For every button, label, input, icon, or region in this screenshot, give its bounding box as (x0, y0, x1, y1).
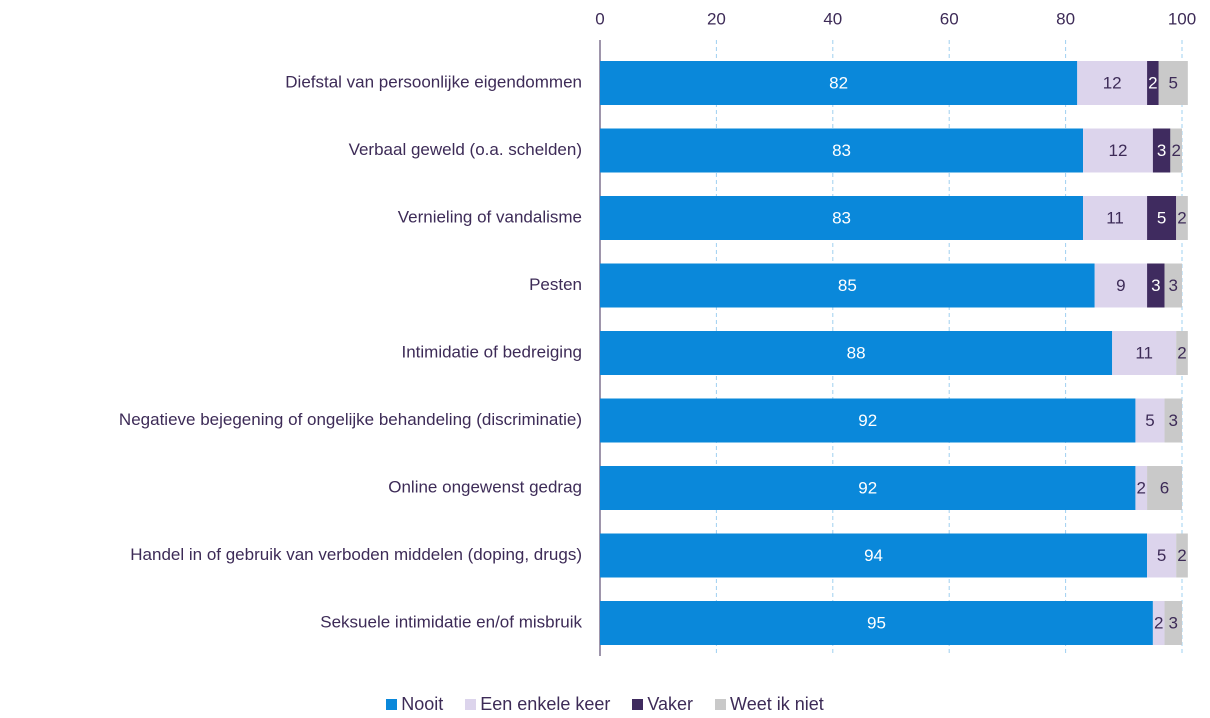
bar-segment (1152, 128, 1171, 173)
legend-item: Weet ik niet (715, 694, 824, 715)
bar-segment (1135, 466, 1148, 510)
bar-segment (600, 331, 1113, 375)
bar-segment (1147, 466, 1182, 510)
data-label: 3 (1169, 613, 1178, 632)
bar-segment (1176, 196, 1188, 240)
bar-segment (1083, 196, 1148, 240)
data-label: 5 (1145, 411, 1154, 430)
data-label: 92 (858, 478, 877, 497)
y-tick-label: Pesten (529, 275, 582, 294)
data-label: 5 (1157, 546, 1166, 565)
bar-segment (1147, 533, 1177, 578)
data-label: 2 (1177, 343, 1186, 362)
bar-segment (1083, 128, 1153, 173)
y-tick-label: Diefstal van persoonlijke eigendommen (285, 72, 582, 91)
data-label: 6 (1160, 478, 1169, 497)
y-tick-label: Negatieve bejegening of ongelijke behand… (119, 410, 582, 429)
bar-segment (1077, 61, 1148, 105)
bar-segment (1158, 61, 1188, 105)
bar-segment (600, 61, 1078, 105)
data-label: 2 (1171, 141, 1180, 160)
data-label: 83 (832, 141, 851, 160)
y-tick-label: Handel in of gebruik van verboden middel… (130, 545, 582, 564)
legend-swatch (715, 699, 727, 710)
data-label: 3 (1169, 411, 1178, 430)
data-label: 82 (829, 73, 848, 92)
bar-segment (1094, 263, 1148, 308)
bar-segment (1147, 263, 1165, 308)
legend-label: Nooit (401, 694, 444, 714)
chart: 0 20 40 60 80 100 Diefstal van persoonlijke ei… (119, 9, 1196, 656)
legend-label: Weet ik niet (730, 694, 824, 714)
data-label: 2 (1177, 546, 1186, 565)
bar-segment (1164, 263, 1182, 308)
bar-segment (600, 263, 1095, 308)
y-tick-label: Vernieling of vandalisme (398, 207, 582, 226)
data-label: 85 (838, 276, 857, 295)
legend-item: Vaker (632, 694, 693, 715)
y-tick-label: Seksuele intimidatie en/of misbruik (320, 612, 582, 631)
data-label: 3 (1151, 276, 1160, 295)
y-tick-label: Intimidatie of bedreiging (401, 342, 582, 361)
bar-segment (1135, 398, 1165, 443)
data-label: 88 (847, 343, 866, 362)
data-label: 12 (1103, 73, 1122, 92)
bar-segment (600, 466, 1136, 510)
data-label: 83 (832, 208, 851, 227)
data-label: 12 (1109, 141, 1128, 160)
data-label: 92 (858, 411, 877, 430)
data-label: 2 (1154, 613, 1163, 632)
bar-segment (600, 601, 1153, 645)
bar-segment (1147, 61, 1159, 105)
legend-swatch (465, 699, 477, 710)
x-tick-label: 40 (823, 9, 842, 28)
bar-segment (1164, 601, 1182, 645)
legend-swatch (632, 699, 644, 710)
bar-segment (1152, 601, 1165, 645)
x-tick-label: 100 (1168, 9, 1196, 28)
data-label: 95 (867, 613, 886, 632)
data-label: 2 (1137, 478, 1146, 497)
bar-segment (600, 128, 1084, 173)
data-label: 3 (1169, 276, 1178, 295)
bar-segment (1112, 331, 1177, 375)
data-label: 5 (1169, 73, 1178, 92)
data-label: 94 (864, 546, 883, 565)
data-label: 2 (1148, 73, 1157, 92)
data-label: 5 (1157, 208, 1166, 227)
legend-item: Een enkele keer (465, 694, 610, 715)
legend-label: Een enkele keer (480, 694, 611, 714)
legend-swatch (386, 699, 398, 710)
legend-label: Vaker (647, 694, 694, 714)
data-label: 11 (1106, 208, 1124, 227)
bar-segment (1170, 128, 1182, 173)
x-tick-label: 0 (595, 9, 604, 28)
x-tick-label: 80 (1056, 9, 1075, 28)
data-label: 3 (1157, 141, 1166, 160)
legend: Nooit Een enkele keer Vaker Weet ik niet (0, 694, 1210, 715)
bar-segment (1176, 331, 1188, 375)
bar-segment (1164, 398, 1182, 443)
data-label: 9 (1116, 276, 1125, 295)
bar-segment (600, 533, 1148, 578)
bar-segment (600, 196, 1084, 240)
legend-item: Nooit (386, 694, 443, 715)
x-tick-label: 20 (707, 9, 726, 28)
bar-segment (1176, 533, 1188, 578)
bar-segment (600, 398, 1136, 443)
x-tick-label: 60 (940, 9, 959, 28)
data-label: 11 (1135, 343, 1153, 362)
y-tick-label: Verbaal geweld (o.a. schelden) (349, 140, 582, 159)
data-label: 2 (1177, 208, 1186, 227)
y-tick-label: Online ongewenst gedrag (388, 477, 582, 496)
bar-segment (1147, 196, 1177, 240)
